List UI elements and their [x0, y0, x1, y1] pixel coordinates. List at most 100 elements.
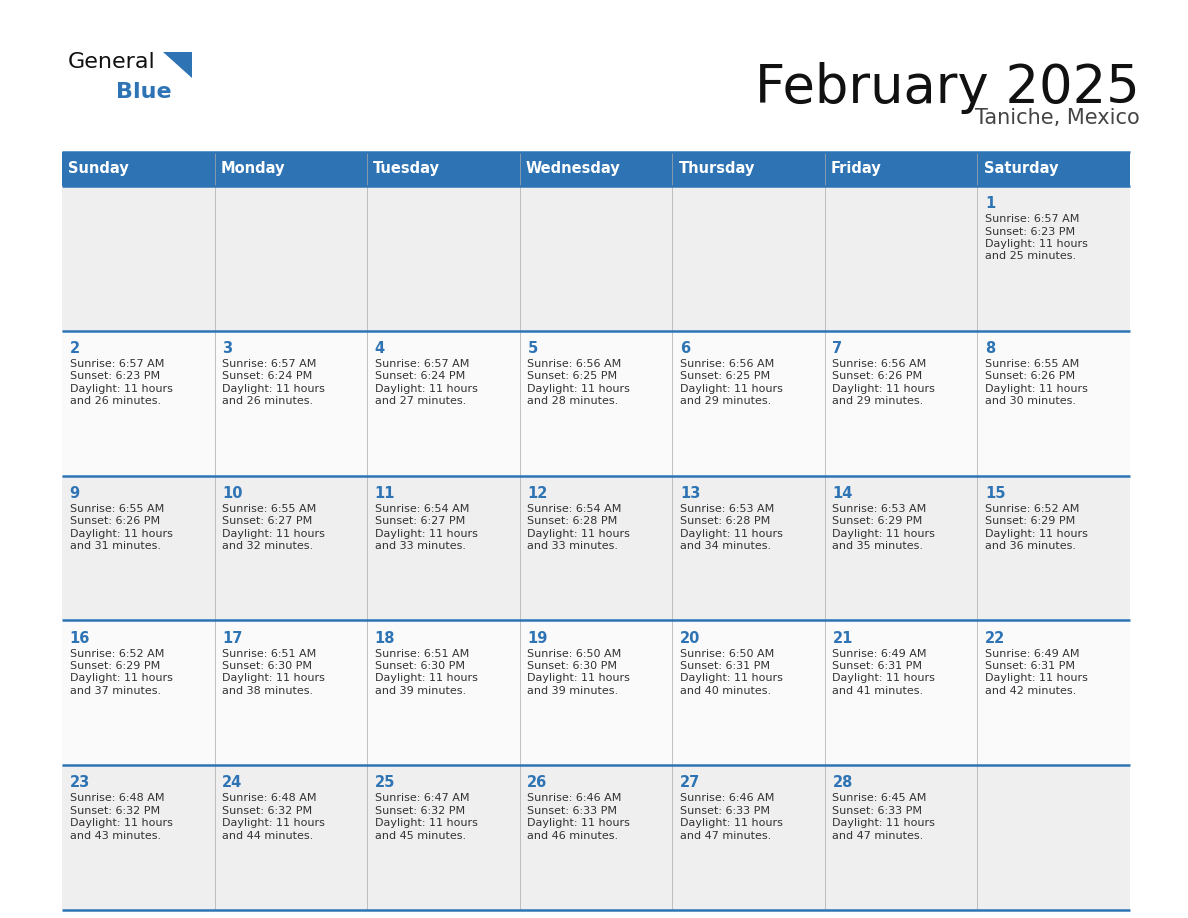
- Text: Sunrise: 6:57 AM: Sunrise: 6:57 AM: [70, 359, 164, 369]
- Text: Sunrise: 6:56 AM: Sunrise: 6:56 AM: [527, 359, 621, 369]
- Text: and 35 minutes.: and 35 minutes.: [833, 541, 923, 551]
- Text: and 42 minutes.: and 42 minutes.: [985, 686, 1076, 696]
- Text: 23: 23: [70, 776, 90, 790]
- Text: and 33 minutes.: and 33 minutes.: [527, 541, 618, 551]
- Text: Daylight: 11 hours: Daylight: 11 hours: [527, 818, 630, 828]
- Text: 20: 20: [680, 631, 700, 645]
- Text: Daylight: 11 hours: Daylight: 11 hours: [680, 384, 783, 394]
- Text: and 45 minutes.: and 45 minutes.: [374, 831, 466, 841]
- Text: and 41 minutes.: and 41 minutes.: [833, 686, 923, 696]
- Text: Sunrise: 6:46 AM: Sunrise: 6:46 AM: [527, 793, 621, 803]
- Text: Daylight: 11 hours: Daylight: 11 hours: [833, 673, 935, 683]
- Text: Sunrise: 6:50 AM: Sunrise: 6:50 AM: [527, 648, 621, 658]
- Text: Daylight: 11 hours: Daylight: 11 hours: [70, 384, 172, 394]
- Text: 28: 28: [833, 776, 853, 790]
- Bar: [62, 476, 1130, 621]
- Text: 18: 18: [374, 631, 396, 645]
- Text: Sunset: 6:27 PM: Sunset: 6:27 PM: [374, 516, 465, 526]
- Text: and 29 minutes.: and 29 minutes.: [680, 397, 771, 406]
- Text: Sunset: 6:26 PM: Sunset: 6:26 PM: [70, 516, 159, 526]
- Text: Monday: Monday: [221, 162, 285, 176]
- Text: Sunrise: 6:50 AM: Sunrise: 6:50 AM: [680, 648, 775, 658]
- Text: and 28 minutes.: and 28 minutes.: [527, 397, 619, 406]
- Text: 6: 6: [680, 341, 690, 356]
- Text: 9: 9: [70, 486, 80, 500]
- Text: 25: 25: [374, 776, 396, 790]
- Text: Sunrise: 6:48 AM: Sunrise: 6:48 AM: [70, 793, 164, 803]
- Text: and 29 minutes.: and 29 minutes.: [833, 397, 924, 406]
- Text: Sunrise: 6:55 AM: Sunrise: 6:55 AM: [222, 504, 316, 514]
- Text: Sunrise: 6:55 AM: Sunrise: 6:55 AM: [985, 359, 1080, 369]
- Text: Sunset: 6:29 PM: Sunset: 6:29 PM: [833, 516, 923, 526]
- Text: Daylight: 11 hours: Daylight: 11 hours: [985, 529, 1088, 539]
- Text: Sunset: 6:23 PM: Sunset: 6:23 PM: [985, 227, 1075, 237]
- Text: Sunset: 6:31 PM: Sunset: 6:31 PM: [680, 661, 770, 671]
- Text: Sunset: 6:24 PM: Sunset: 6:24 PM: [374, 372, 465, 381]
- Text: Daylight: 11 hours: Daylight: 11 hours: [222, 818, 326, 828]
- Text: and 31 minutes.: and 31 minutes.: [70, 541, 160, 551]
- Text: Daylight: 11 hours: Daylight: 11 hours: [833, 384, 935, 394]
- Text: 2: 2: [70, 341, 80, 356]
- Text: Sunrise: 6:53 AM: Sunrise: 6:53 AM: [833, 504, 927, 514]
- Text: Sunrise: 6:49 AM: Sunrise: 6:49 AM: [985, 648, 1080, 658]
- Text: 26: 26: [527, 776, 548, 790]
- Text: and 26 minutes.: and 26 minutes.: [70, 397, 160, 406]
- Text: Daylight: 11 hours: Daylight: 11 hours: [374, 673, 478, 683]
- Text: Sunset: 6:32 PM: Sunset: 6:32 PM: [374, 806, 465, 816]
- Text: Sunrise: 6:57 AM: Sunrise: 6:57 AM: [374, 359, 469, 369]
- Text: 12: 12: [527, 486, 548, 500]
- Text: 11: 11: [374, 486, 396, 500]
- Text: and 34 minutes.: and 34 minutes.: [680, 541, 771, 551]
- Text: Sunset: 6:32 PM: Sunset: 6:32 PM: [70, 806, 159, 816]
- Text: and 44 minutes.: and 44 minutes.: [222, 831, 314, 841]
- Text: Daylight: 11 hours: Daylight: 11 hours: [527, 529, 630, 539]
- Text: 17: 17: [222, 631, 242, 645]
- Text: and 39 minutes.: and 39 minutes.: [374, 686, 466, 696]
- Text: and 47 minutes.: and 47 minutes.: [833, 831, 924, 841]
- Text: Daylight: 11 hours: Daylight: 11 hours: [222, 384, 326, 394]
- Text: February 2025: February 2025: [756, 62, 1140, 114]
- Text: and 43 minutes.: and 43 minutes.: [70, 831, 160, 841]
- Text: Sunset: 6:31 PM: Sunset: 6:31 PM: [985, 661, 1075, 671]
- Text: and 37 minutes.: and 37 minutes.: [70, 686, 160, 696]
- Bar: [62, 152, 1130, 186]
- Text: Sunset: 6:28 PM: Sunset: 6:28 PM: [527, 516, 618, 526]
- Text: Saturday: Saturday: [984, 162, 1059, 176]
- Text: Sunrise: 6:54 AM: Sunrise: 6:54 AM: [527, 504, 621, 514]
- Text: Sunset: 6:32 PM: Sunset: 6:32 PM: [222, 806, 312, 816]
- Text: Daylight: 11 hours: Daylight: 11 hours: [222, 529, 326, 539]
- Text: Daylight: 11 hours: Daylight: 11 hours: [985, 239, 1088, 249]
- Text: Daylight: 11 hours: Daylight: 11 hours: [680, 818, 783, 828]
- Text: and 27 minutes.: and 27 minutes.: [374, 397, 466, 406]
- Text: Sunrise: 6:55 AM: Sunrise: 6:55 AM: [70, 504, 164, 514]
- Text: Sunset: 6:30 PM: Sunset: 6:30 PM: [222, 661, 312, 671]
- Text: Friday: Friday: [830, 162, 881, 176]
- Text: Sunset: 6:29 PM: Sunset: 6:29 PM: [985, 516, 1075, 526]
- Text: Sunrise: 6:49 AM: Sunrise: 6:49 AM: [833, 648, 927, 658]
- Text: and 26 minutes.: and 26 minutes.: [222, 397, 314, 406]
- Text: Daylight: 11 hours: Daylight: 11 hours: [527, 673, 630, 683]
- Text: Daylight: 11 hours: Daylight: 11 hours: [374, 818, 478, 828]
- Text: Sunrise: 6:52 AM: Sunrise: 6:52 AM: [985, 504, 1080, 514]
- Text: 13: 13: [680, 486, 700, 500]
- Text: Sunset: 6:24 PM: Sunset: 6:24 PM: [222, 372, 312, 381]
- Text: Sunrise: 6:57 AM: Sunrise: 6:57 AM: [222, 359, 316, 369]
- Text: and 38 minutes.: and 38 minutes.: [222, 686, 314, 696]
- Bar: [62, 186, 1130, 330]
- Text: Wednesday: Wednesday: [526, 162, 620, 176]
- Text: Taniche, Mexico: Taniche, Mexico: [975, 108, 1140, 128]
- Text: and 32 minutes.: and 32 minutes.: [222, 541, 314, 551]
- Text: Thursday: Thursday: [678, 162, 754, 176]
- Text: Sunrise: 6:47 AM: Sunrise: 6:47 AM: [374, 793, 469, 803]
- Text: and 47 minutes.: and 47 minutes.: [680, 831, 771, 841]
- Text: Daylight: 11 hours: Daylight: 11 hours: [985, 384, 1088, 394]
- Text: Sunrise: 6:48 AM: Sunrise: 6:48 AM: [222, 793, 317, 803]
- Bar: [62, 621, 1130, 766]
- Text: and 30 minutes.: and 30 minutes.: [985, 397, 1076, 406]
- Text: 21: 21: [833, 631, 853, 645]
- Text: Daylight: 11 hours: Daylight: 11 hours: [70, 818, 172, 828]
- Text: Sunrise: 6:45 AM: Sunrise: 6:45 AM: [833, 793, 927, 803]
- Text: Sunset: 6:26 PM: Sunset: 6:26 PM: [833, 372, 923, 381]
- Text: Sunrise: 6:54 AM: Sunrise: 6:54 AM: [374, 504, 469, 514]
- Text: Daylight: 11 hours: Daylight: 11 hours: [833, 529, 935, 539]
